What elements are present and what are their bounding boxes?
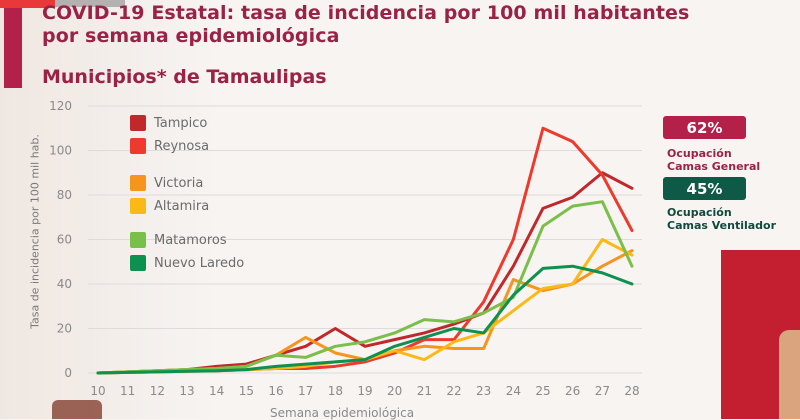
y-axis-label: Tasa de incidencia por 100 mil hab.: [28, 134, 42, 329]
x-tick-label-20: 20: [387, 384, 402, 398]
general-beds-occupancy-badge: 62%: [663, 116, 746, 139]
x-tick-label-24: 24: [506, 384, 521, 398]
x-tick-label-15: 15: [239, 384, 254, 398]
legend-item-nuevo-laredo[interactable]: Nuevo Laredo: [130, 254, 290, 272]
ventilator-beds-caption-line-2: Camas Ventilador: [667, 219, 777, 232]
series-line-matamoros: [96, 200, 634, 375]
ventilator-beds-occupancy-badge: 45%: [663, 177, 746, 200]
x-tick-label-28: 28: [624, 384, 639, 398]
x-tick-label-13: 13: [179, 384, 194, 398]
x-tick-label-26: 26: [565, 384, 580, 398]
y-tick-label-40: 40: [57, 277, 72, 291]
legend-item-tampico[interactable]: Tampico: [130, 114, 290, 132]
top-red-strip: [0, 0, 55, 8]
government-logo-icon: [52, 400, 102, 419]
x-tick-label-18: 18: [328, 384, 343, 398]
y-tick-label-100: 100: [49, 144, 72, 158]
speaker-hand: [779, 330, 800, 419]
x-tick-label-16: 16: [268, 384, 283, 398]
y-tick-label-20: 20: [57, 322, 72, 336]
x-tick-label-27: 27: [595, 384, 610, 398]
x-tick-labels: 10 11 12 13 14 15 16 17 18 19 20 21 22 23 24 25 26 27 28: [90, 384, 639, 398]
y-tick-label-60: 60: [57, 233, 72, 247]
y-tick-labels: 0 20 40 60 80 100 120: [49, 99, 72, 380]
y-tick-label-80: 80: [57, 188, 72, 202]
x-axis-label: Semana epidemiológica: [270, 406, 415, 420]
legend-swatch-tampico: [130, 115, 146, 131]
legend-label-tampico: Tampico: [154, 115, 208, 131]
page-title: COVID-19 Estatal: tasa de incidencia por…: [42, 2, 689, 48]
x-tick-label-23: 23: [476, 384, 491, 398]
x-tick-label-21: 21: [417, 384, 432, 398]
title-line-2: por semana epidemiológica: [42, 25, 340, 47]
legend-label-reynosa: Reynosa: [154, 138, 210, 154]
title-line-1: COVID-19 Estatal: tasa de incidencia por…: [42, 2, 690, 24]
legend-label-victoria: Victoria: [154, 175, 204, 191]
title-accent-bar: [4, 8, 22, 88]
grid-lines: [88, 105, 642, 374]
ventilator-beds-caption-line-1: Ocupación: [667, 206, 732, 219]
background-pattern: [0, 0, 220, 419]
general-beds-caption-line-1: Ocupación: [667, 147, 732, 160]
legend-item-victoria[interactable]: Victoria: [130, 174, 290, 192]
legend-item-matamoros[interactable]: Matamoros: [130, 231, 290, 249]
legend-label-nuevo-laredo: Nuevo Laredo: [154, 255, 245, 271]
ventilator-beds-caption: Ocupación Camas Ventilador: [667, 206, 776, 232]
page-subtitle: Municipios* de Tamaulipas: [42, 66, 327, 88]
series-lines: [96, 126, 634, 375]
x-tick-label-11: 11: [120, 384, 135, 398]
y-tick-label-0: 0: [64, 366, 72, 380]
legend-swatch-nuevo-laredo: [130, 255, 146, 271]
y-tick-label-120: 120: [49, 99, 72, 113]
legend-swatch-victoria: [130, 175, 146, 191]
legend-swatch-matamoros: [130, 232, 146, 248]
general-beds-caption-line-2: Camas General: [667, 160, 761, 173]
x-tick-label-14: 14: [209, 384, 224, 398]
x-tick-label-22: 22: [446, 384, 461, 398]
legend-swatch-reynosa: [130, 138, 146, 154]
legend-label-altamira: Altamira: [154, 198, 210, 214]
legend-label-matamoros: Matamoros: [154, 232, 227, 248]
general-beds-caption: Ocupación Camas General: [667, 147, 760, 173]
x-tick-label-12: 12: [150, 384, 165, 398]
x-tick-label-25: 25: [535, 384, 550, 398]
legend-item-reynosa[interactable]: Reynosa: [130, 137, 290, 155]
series-line-nuevo-laredo: [96, 264, 634, 375]
x-tick-label-17: 17: [298, 384, 313, 398]
x-tick-label-10: 10: [90, 384, 105, 398]
series-line-reynosa: [96, 126, 634, 375]
legend-item-altamira[interactable]: Altamira: [130, 197, 290, 215]
top-grey-strip: [55, 0, 125, 7]
x-tick-label-19: 19: [357, 384, 372, 398]
legend-swatch-altamira: [130, 198, 146, 214]
